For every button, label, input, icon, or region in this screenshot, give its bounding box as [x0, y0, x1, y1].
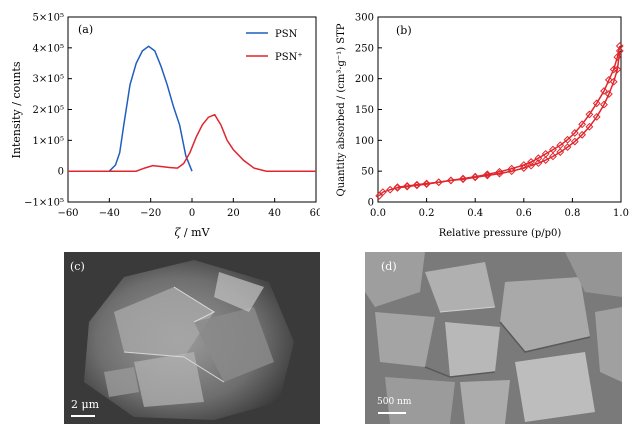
y-tick-label-b: 50 [361, 167, 374, 178]
x-tick-label-a: −40 [99, 208, 120, 219]
data-point-b [527, 158, 535, 166]
x-tick-label-a: 20 [227, 208, 240, 219]
y-axis-label-a: Intensity / counts [10, 61, 23, 158]
y-tick-label-a: 0 [58, 167, 64, 178]
data-point-b [592, 112, 601, 121]
data-point-b [604, 90, 613, 98]
data-point-b [495, 167, 504, 176]
y-tick-label-b: 250 [355, 43, 374, 54]
data-point-b [541, 156, 550, 164]
data-point-b [600, 87, 608, 95]
x-axis-symbol-a: ζ [174, 226, 181, 239]
data-point-b [375, 191, 384, 200]
data-point-b [434, 178, 443, 187]
data-point-b [556, 141, 565, 150]
y-tick-label-b: 100 [355, 136, 374, 147]
y-tick-label-a: 3×10⁵ [33, 74, 64, 85]
x-tick-label-a: −60 [57, 208, 78, 219]
x-tick-label-b: 0.8 [564, 208, 580, 219]
data-point-b [549, 152, 557, 161]
data-point-b [541, 149, 550, 158]
x-tick-label-b: 0.2 [419, 208, 435, 219]
sem-image-d: (d) 500 nm [365, 252, 622, 424]
panel-label-a: (a) [78, 23, 93, 36]
adsorption-isotherm-chart: 0 50 100 150 200 250 300 0.0 0.2 0.4 0.6 0.8 1.0 (b… [336, 13, 629, 240]
data-point-b [563, 143, 572, 152]
data-point-b [422, 179, 431, 188]
sem-texture-d [365, 252, 622, 424]
sem-texture-c [64, 252, 320, 424]
data-point-b [459, 174, 467, 183]
data-point-b [615, 42, 624, 50]
data-point-b [378, 188, 387, 197]
data-point-b [386, 185, 395, 194]
series-line-b-1 [397, 45, 621, 188]
data-point-b [471, 172, 480, 181]
y-tick-label-b: 0 [368, 198, 374, 209]
x-axis-unit-a: / mV [180, 226, 210, 239]
data-point-b [609, 65, 618, 74]
y-axis-label-b: Quantity absorbed / (cm³·g⁻¹) STP [336, 23, 347, 196]
y-tick-label-b: 200 [355, 74, 374, 85]
data-point-b [615, 47, 624, 55]
data-point-b [519, 161, 528, 169]
data-point-b [412, 180, 421, 189]
data-point-b [604, 75, 613, 84]
series-line-a-0 [108, 45, 193, 172]
data-point-b [556, 148, 565, 156]
data-point-b [585, 110, 594, 119]
x-tick-label-a: −20 [140, 208, 161, 219]
data-point-b [570, 129, 579, 137]
x-tick-label-b: 0.6 [516, 208, 532, 219]
series-line-a-1 [68, 113, 316, 172]
data-point-b [483, 170, 492, 179]
x-axis-label-b: Relative pressure (p/p0) [439, 228, 562, 239]
y-tick-label-a: −1×10⁵ [24, 198, 64, 209]
data-point-b [534, 159, 543, 168]
x-tick-label-b: 1.0 [613, 208, 629, 219]
scale-bar-label-d: 500 nm [377, 397, 412, 407]
data-point-b [600, 100, 608, 109]
y-tick-label-a: 1×10⁵ [33, 136, 64, 147]
y-tick-label-a: 4×10⁵ [33, 43, 64, 54]
x-tick-label-a: 0 [189, 208, 195, 219]
y-tick-label-a: 2×10⁵ [33, 105, 64, 116]
panel-label-d: (d) [381, 260, 397, 273]
scale-bar-label-c: 2 μm [71, 398, 100, 411]
x-axis-label-a: ζ / mV [174, 226, 210, 239]
y-tick-label-b: 300 [355, 13, 374, 24]
data-point-b [578, 130, 587, 139]
legend-label-psn: PSN [275, 29, 298, 40]
data-point-b [570, 137, 579, 146]
data-point-b [592, 99, 601, 108]
x-tick-label-b: 0.4 [467, 208, 483, 219]
x-tick-label-a: 60 [310, 208, 320, 219]
zeta-potential-chart: −1×10⁵ 0 1×10⁵ 2×10⁵ 3×10⁵ 4×10⁵ 5×10⁵ −60 −40 −… [10, 13, 320, 240]
data-point-b [578, 120, 587, 129]
data-point-b [527, 161, 535, 170]
y-tick-label-b: 150 [355, 105, 374, 116]
data-point-b [507, 164, 516, 173]
panel-label-b: (b) [396, 24, 412, 37]
data-point-b [519, 164, 528, 172]
legend-a: PSN PSN⁺ [246, 29, 303, 63]
y-tick-label-a: 5×10⁵ [33, 13, 64, 24]
data-point-b [563, 135, 572, 144]
data-point-b [393, 183, 402, 192]
plot-frame-a [67, 16, 317, 203]
data-point-b [549, 145, 557, 154]
x-tick-label-a: 40 [268, 208, 281, 219]
legend-label-psn-plus: PSN⁺ [275, 52, 303, 63]
data-point-b [403, 182, 412, 190]
panel-label-c: (c) [70, 260, 85, 273]
data-point-b [534, 154, 543, 163]
data-point-b [446, 176, 455, 185]
data-point-b [585, 122, 594, 131]
data-point-b [613, 53, 622, 61]
x-tick-label-b: 0.0 [370, 208, 386, 219]
sem-image-c: (c) 2 μm [64, 252, 320, 424]
scale-bar-c [71, 415, 95, 417]
scale-bar-d [378, 412, 406, 414]
